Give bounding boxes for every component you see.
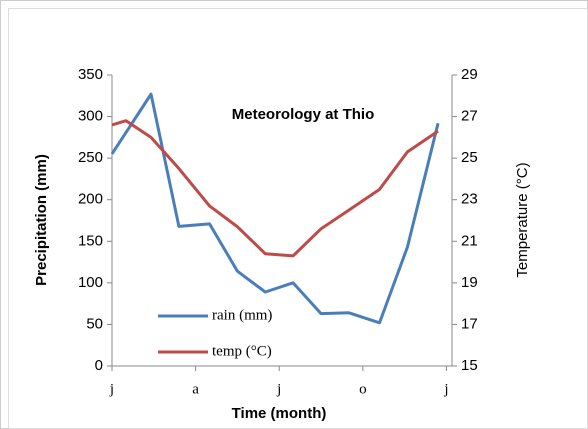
y-tick-label: 150 xyxy=(78,232,103,249)
x-tick-label: j xyxy=(443,381,448,397)
x-tick-label: a xyxy=(192,381,199,397)
y-tick-label: 50 xyxy=(86,315,103,332)
y2-tick-label: 23 xyxy=(461,191,478,208)
y2-tick-label: 29 xyxy=(461,66,478,83)
legend-label: temp (°C) xyxy=(212,343,272,359)
x-tick-label: o xyxy=(359,381,367,397)
y2-tick-label: 27 xyxy=(461,108,478,125)
y2-tick-label: 21 xyxy=(461,232,478,249)
y-tick-label: 300 xyxy=(78,108,103,125)
y2-tick-label: 15 xyxy=(461,357,478,374)
y-tick-label: 100 xyxy=(78,274,103,291)
y-tick-label: 250 xyxy=(78,149,103,166)
y-tick-label: 350 xyxy=(78,66,103,83)
y2-tick-label: 17 xyxy=(461,315,478,332)
chart-title: Meteorology at Thio xyxy=(232,106,375,123)
y-axis-label: Precipitation (mm) xyxy=(33,154,50,286)
line-series xyxy=(111,119,439,258)
x-tick-label: j xyxy=(276,381,281,397)
line-series xyxy=(110,92,440,325)
y2-tick-label: 25 xyxy=(461,149,478,166)
y-tick-label: 200 xyxy=(78,191,103,208)
legend-label: rain (mm) xyxy=(212,307,272,323)
y-tick-label: 0 xyxy=(95,357,103,374)
x-tick-label: j xyxy=(109,381,114,397)
x-axis-label: Time (month) xyxy=(232,405,327,422)
y2-axis-label: Temperature (°C) xyxy=(514,162,531,277)
y2-tick-label: 19 xyxy=(461,274,478,291)
